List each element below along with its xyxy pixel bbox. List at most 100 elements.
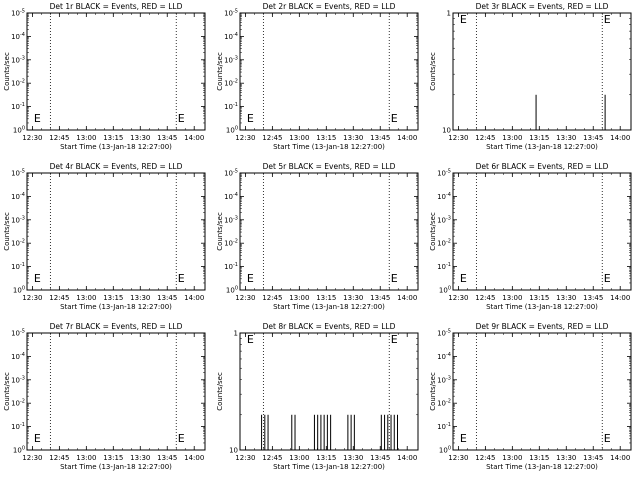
x-tick-label: 13:45 bbox=[583, 454, 603, 462]
y-tick-label: 10-2 bbox=[11, 399, 25, 408]
x-tick-label: 13:30 bbox=[343, 294, 363, 302]
x-tick-label: 12:45 bbox=[475, 134, 495, 142]
x-axis-label: Start Time (13-Jan-18 12:27:00) bbox=[60, 303, 172, 311]
chart-svg-9: Det 9r BLACK = Events, RED = LLD 100 10-1 1… bbox=[429, 322, 632, 471]
x-tick-label: 13:00 bbox=[289, 134, 309, 142]
chart-title: Det 5r BLACK = Events, RED = LLD bbox=[263, 162, 396, 171]
y-tick-label: 10-4 bbox=[437, 192, 451, 201]
x-tick-label: 13:00 bbox=[502, 454, 522, 462]
x-tick-label: 13:30 bbox=[130, 454, 150, 462]
x-tick-label: 13:30 bbox=[556, 454, 576, 462]
x-axis-label: Start Time (13-Jan-18 12:27:00) bbox=[486, 303, 598, 311]
y-tick-label: 10-5 bbox=[11, 169, 25, 178]
x-tick-label: 12:30 bbox=[235, 134, 255, 142]
y-tick-label: 100 bbox=[439, 446, 451, 455]
y-tick-label: 1 bbox=[234, 330, 238, 338]
y-axis-label: Counts/sec bbox=[3, 372, 11, 411]
chart-panel-3: Det 3r BLACK = Events, RED = LLD 10 1 12:30… bbox=[426, 0, 639, 160]
chart-svg-3: Det 3r BLACK = Events, RED = LLD 10 1 12:30… bbox=[429, 2, 632, 151]
x-tick-label: 14:00 bbox=[610, 294, 630, 302]
chart-title: Det 9r BLACK = Events, RED = LLD bbox=[476, 322, 609, 331]
plot-frame bbox=[452, 172, 632, 291]
event-marker: E bbox=[391, 272, 398, 285]
y-tick-label: 10-3 bbox=[11, 55, 25, 64]
event-marker: E bbox=[604, 13, 611, 26]
plot-frame bbox=[452, 332, 632, 451]
x-tick-label: 13:00 bbox=[76, 294, 96, 302]
x-tick-label: 12:45 bbox=[262, 454, 282, 462]
y-tick-label: 100 bbox=[13, 446, 25, 455]
y-axis-label: Counts/sec bbox=[216, 212, 224, 251]
y-axis-label: Counts/sec bbox=[3, 212, 11, 251]
y-tick-label: 10-5 bbox=[437, 169, 451, 178]
chart-panel-4: Det 4r BLACK = Events, RED = LLD 100 10-1 1… bbox=[0, 160, 213, 320]
chart-svg-1: Det 1r BLACK = Events, RED = LLD 100 10-1 1… bbox=[3, 2, 206, 151]
x-tick-label: 13:30 bbox=[343, 134, 363, 142]
x-tick-label: 13:15 bbox=[103, 134, 123, 142]
x-tick-label: 14:00 bbox=[397, 294, 417, 302]
x-tick-label: 13:30 bbox=[556, 134, 576, 142]
chart-panel-7: Det 7r BLACK = Events, RED = LLD 100 10-1 1… bbox=[0, 320, 213, 480]
x-tick-label: 13:00 bbox=[76, 134, 96, 142]
y-tick-label: 10-2 bbox=[224, 79, 238, 88]
x-axis-label: Start Time (13-Jan-18 12:27:00) bbox=[486, 143, 598, 151]
y-tick-label: 10-4 bbox=[11, 192, 25, 201]
x-tick-label: 14:00 bbox=[397, 454, 417, 462]
x-tick-label: 14:00 bbox=[610, 134, 630, 142]
chart-svg-7: Det 7r BLACK = Events, RED = LLD 100 10-1 1… bbox=[3, 322, 206, 471]
y-tick-label: 10-5 bbox=[224, 9, 238, 18]
event-marker: E bbox=[460, 272, 467, 285]
x-tick-label: 13:15 bbox=[316, 134, 336, 142]
chart-svg-2: Det 2r BLACK = Events, RED = LLD 100 10-1 1… bbox=[216, 2, 419, 151]
x-tick-label: 13:15 bbox=[529, 134, 549, 142]
event-marker: E bbox=[247, 333, 254, 346]
y-tick-label: 1 bbox=[447, 10, 451, 18]
x-tick-label: 13:45 bbox=[370, 134, 390, 142]
event-marker: E bbox=[460, 432, 467, 445]
y-tick-label: 10-4 bbox=[224, 32, 238, 41]
x-tick-label: 13:15 bbox=[529, 454, 549, 462]
event-marker: E bbox=[34, 272, 41, 285]
y-axis-label: Counts/sec bbox=[3, 52, 11, 91]
chart-panel-9: Det 9r BLACK = Events, RED = LLD 100 10-1 1… bbox=[426, 320, 639, 480]
chart-svg-4: Det 4r BLACK = Events, RED = LLD 100 10-1 1… bbox=[3, 162, 206, 311]
y-tick-label: 100 bbox=[226, 126, 238, 135]
x-tick-label: 13:15 bbox=[316, 454, 336, 462]
y-tick-label: 10-2 bbox=[11, 79, 25, 88]
x-tick-label: 12:30 bbox=[22, 294, 42, 302]
y-tick-label: 10-5 bbox=[437, 329, 451, 338]
x-tick-label: 13:30 bbox=[130, 294, 150, 302]
x-tick-label: 13:45 bbox=[157, 134, 177, 142]
plot-frame bbox=[239, 172, 419, 291]
chart-panel-2: Det 2r BLACK = Events, RED = LLD 100 10-1 1… bbox=[213, 0, 426, 160]
x-tick-label: 14:00 bbox=[184, 134, 204, 142]
y-tick-label: 10 bbox=[442, 127, 451, 135]
x-tick-label: 13:15 bbox=[103, 294, 123, 302]
x-axis-label: Start Time (13-Jan-18 12:27:00) bbox=[273, 303, 385, 311]
y-tick-label: 100 bbox=[13, 126, 25, 135]
event-marker: E bbox=[34, 432, 41, 445]
y-tick-label: 10-3 bbox=[11, 375, 25, 384]
y-axis-label: Counts/sec bbox=[429, 52, 437, 91]
chart-panel-5: Det 5r BLACK = Events, RED = LLD 100 10-1 1… bbox=[213, 160, 426, 320]
x-tick-label: 13:15 bbox=[529, 294, 549, 302]
event-marker: E bbox=[247, 112, 254, 125]
x-tick-label: 12:45 bbox=[475, 294, 495, 302]
chart-title: Det 2r BLACK = Events, RED = LLD bbox=[263, 2, 396, 11]
x-tick-label: 14:00 bbox=[397, 134, 417, 142]
x-tick-label: 12:30 bbox=[235, 294, 255, 302]
x-tick-label: 12:45 bbox=[475, 454, 495, 462]
plot-frame bbox=[26, 12, 206, 131]
y-tick-label: 10-2 bbox=[224, 239, 238, 248]
y-tick-label: 10-4 bbox=[11, 32, 25, 41]
x-tick-label: 12:45 bbox=[262, 134, 282, 142]
y-tick-label: 10-4 bbox=[437, 352, 451, 361]
y-axis-label: Counts/sec bbox=[429, 212, 437, 251]
y-tick-label: 10-3 bbox=[224, 55, 238, 64]
plot-frame bbox=[26, 332, 206, 451]
x-tick-label: 14:00 bbox=[184, 454, 204, 462]
y-tick-label: 10-1 bbox=[224, 102, 238, 111]
chart-title: Det 6r BLACK = Events, RED = LLD bbox=[476, 162, 609, 171]
x-tick-label: 12:30 bbox=[448, 294, 468, 302]
y-axis-label: Counts/sec bbox=[216, 372, 224, 411]
